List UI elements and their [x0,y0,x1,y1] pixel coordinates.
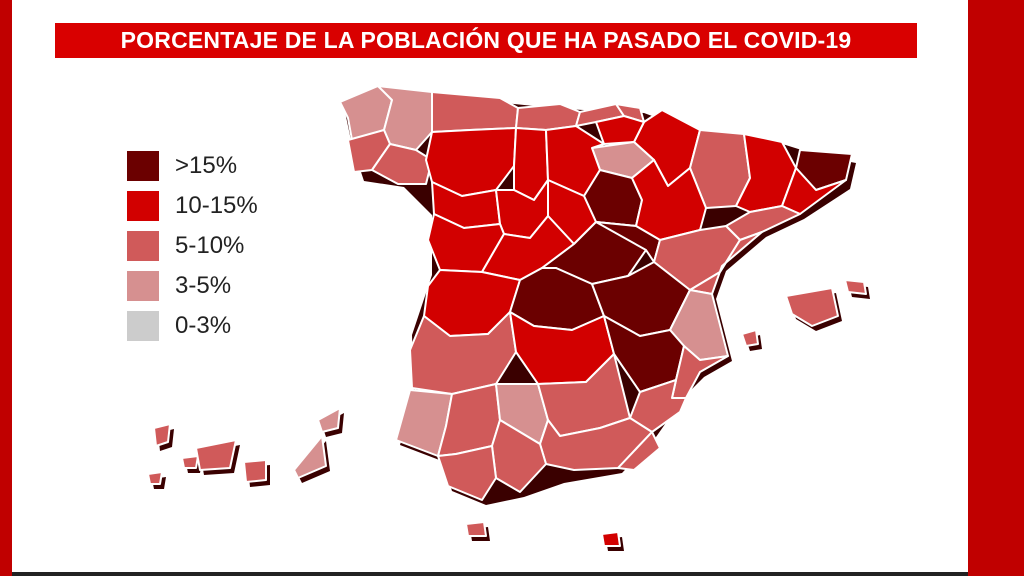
province-granada [539,417,653,471]
island-lanzarote [317,407,341,433]
province-alava [595,115,645,145]
legend-swatch [127,231,159,261]
province-badajoz [409,311,517,395]
island-tenerife [195,439,237,471]
province-ceuta [465,521,487,537]
right-frame-bar [968,0,1024,576]
island-el-hierro [147,471,163,485]
province-cadiz [437,445,497,501]
legend-swatch [127,271,159,301]
left-frame-bar [0,0,12,576]
province-menorca [844,279,867,295]
province-zaragoza [631,159,707,241]
province-asturias [431,91,519,133]
province-mallorca [785,287,839,327]
province-almeria [617,431,661,471]
legend-item-3-5: 3-5% [127,266,258,306]
province-barcelona [781,167,847,215]
legend-item-5-10: 5-10% [127,226,258,266]
island-gran-canaria [243,459,267,483]
provinces [147,85,867,547]
legend-label: 5-10% [175,232,245,259]
map-title: PORCENTAJE DE LA POBLACIÓN QUE HA PASADO… [55,23,917,58]
legend-swatch [127,151,159,181]
province-ibiza [741,329,759,347]
legend-item-10-15: 10-15% [127,186,258,226]
legend-label: 10-15% [175,192,258,219]
legend-label: >15% [175,152,238,179]
bottom-divider [12,572,968,576]
island-la-palma [153,423,171,447]
province-melilla [601,531,621,547]
island-fuerteventura [293,435,327,479]
legend-label: 3-5% [175,272,232,299]
legend-item-over-15: >15% [127,146,258,186]
legend-label: 0-3% [175,312,232,339]
legend-swatch [127,311,159,341]
legend-item-0-3: 0-3% [127,306,258,346]
legend-swatch [127,191,159,221]
island-la-gomera [181,455,199,469]
map-legend: >15% 10-15% 5-10% 3-5% 0-3% [127,146,258,346]
